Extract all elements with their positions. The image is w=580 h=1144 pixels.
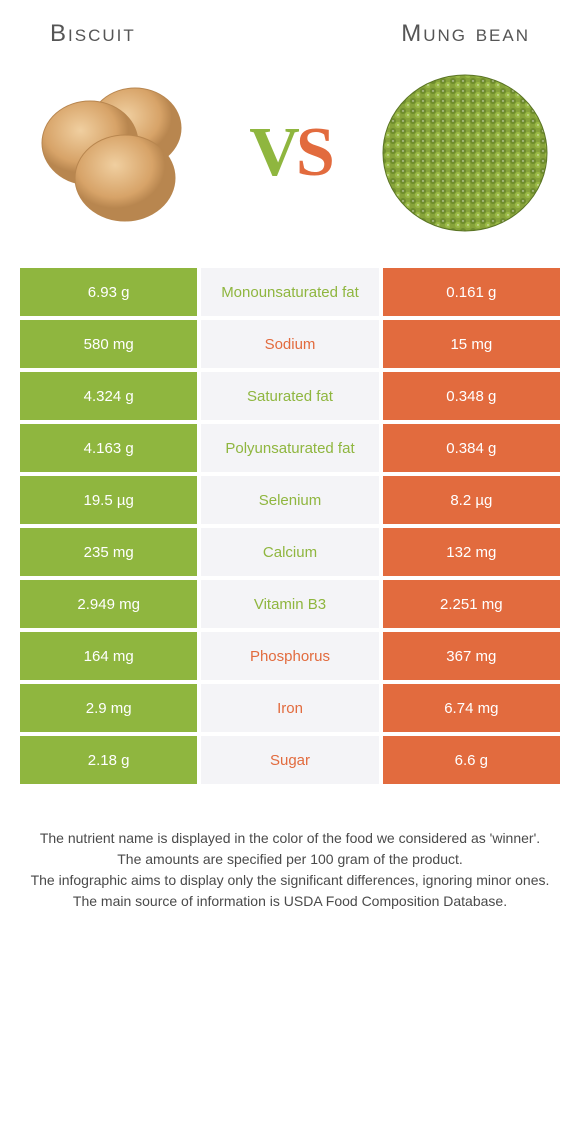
vs-v: V bbox=[249, 114, 296, 191]
left-value: 4.163 g bbox=[20, 424, 197, 472]
nutrient-label: Sugar bbox=[201, 736, 378, 784]
right-value: 6.74 mg bbox=[383, 684, 560, 732]
table-row: 580 mgSodium15 mg bbox=[20, 320, 560, 368]
table-row: 4.163 gPolyunsaturated fat0.384 g bbox=[20, 424, 560, 472]
table-row: 2.9 mgIron6.74 mg bbox=[20, 684, 560, 732]
right-value: 132 mg bbox=[383, 528, 560, 576]
nutrient-label: Polyunsaturated fat bbox=[201, 424, 378, 472]
nutrient-label: Phosphorus bbox=[201, 632, 378, 680]
nutrient-label: Calcium bbox=[201, 528, 378, 576]
right-value: 6.6 g bbox=[383, 736, 560, 784]
hero: VS bbox=[0, 58, 580, 268]
table-row: 4.324 gSaturated fat0.348 g bbox=[20, 372, 560, 420]
nutrient-label: Vitamin B3 bbox=[201, 580, 378, 628]
header: Biscuit Mung bean bbox=[0, 0, 580, 58]
left-value: 4.324 g bbox=[20, 372, 197, 420]
left-value: 19.5 µg bbox=[20, 476, 197, 524]
vs-s: S bbox=[296, 114, 331, 191]
footer-line: The main source of information is USDA F… bbox=[20, 891, 560, 912]
left-value: 164 mg bbox=[20, 632, 197, 680]
table-row: 235 mgCalcium132 mg bbox=[20, 528, 560, 576]
comparison-table: 6.93 gMonounsaturated fat0.161 g580 mgSo… bbox=[0, 268, 580, 784]
nutrient-label: Monounsaturated fat bbox=[201, 268, 378, 316]
right-value: 0.348 g bbox=[383, 372, 560, 420]
left-value: 235 mg bbox=[20, 528, 197, 576]
nutrient-label: Sodium bbox=[201, 320, 378, 368]
left-value: 2.18 g bbox=[20, 736, 197, 784]
left-value: 6.93 g bbox=[20, 268, 197, 316]
left-food-title: Biscuit bbox=[50, 20, 136, 48]
footer-line: The nutrient name is displayed in the co… bbox=[20, 828, 560, 849]
table-row: 6.93 gMonounsaturated fat0.161 g bbox=[20, 268, 560, 316]
right-value: 8.2 µg bbox=[383, 476, 560, 524]
nutrient-label: Selenium bbox=[201, 476, 378, 524]
biscuit-image bbox=[30, 68, 200, 238]
right-food-title: Mung bean bbox=[401, 20, 530, 48]
nutrient-label: Iron bbox=[201, 684, 378, 732]
left-value: 2.949 mg bbox=[20, 580, 197, 628]
vs-label: VS bbox=[249, 113, 331, 193]
right-value: 367 mg bbox=[383, 632, 560, 680]
left-value: 2.9 mg bbox=[20, 684, 197, 732]
mung-bean-image bbox=[380, 68, 550, 238]
right-value: 0.384 g bbox=[383, 424, 560, 472]
left-value: 580 mg bbox=[20, 320, 197, 368]
right-value: 15 mg bbox=[383, 320, 560, 368]
table-row: 164 mgPhosphorus367 mg bbox=[20, 632, 560, 680]
table-row: 2.949 mgVitamin B32.251 mg bbox=[20, 580, 560, 628]
table-row: 19.5 µgSelenium8.2 µg bbox=[20, 476, 560, 524]
footer-line: The amounts are specified per 100 gram o… bbox=[20, 849, 560, 870]
right-value: 0.161 g bbox=[383, 268, 560, 316]
nutrient-label: Saturated fat bbox=[201, 372, 378, 420]
table-row: 2.18 gSugar6.6 g bbox=[20, 736, 560, 784]
footer-line: The infographic aims to display only the… bbox=[20, 870, 560, 891]
right-value: 2.251 mg bbox=[383, 580, 560, 628]
footer-notes: The nutrient name is displayed in the co… bbox=[0, 788, 580, 932]
